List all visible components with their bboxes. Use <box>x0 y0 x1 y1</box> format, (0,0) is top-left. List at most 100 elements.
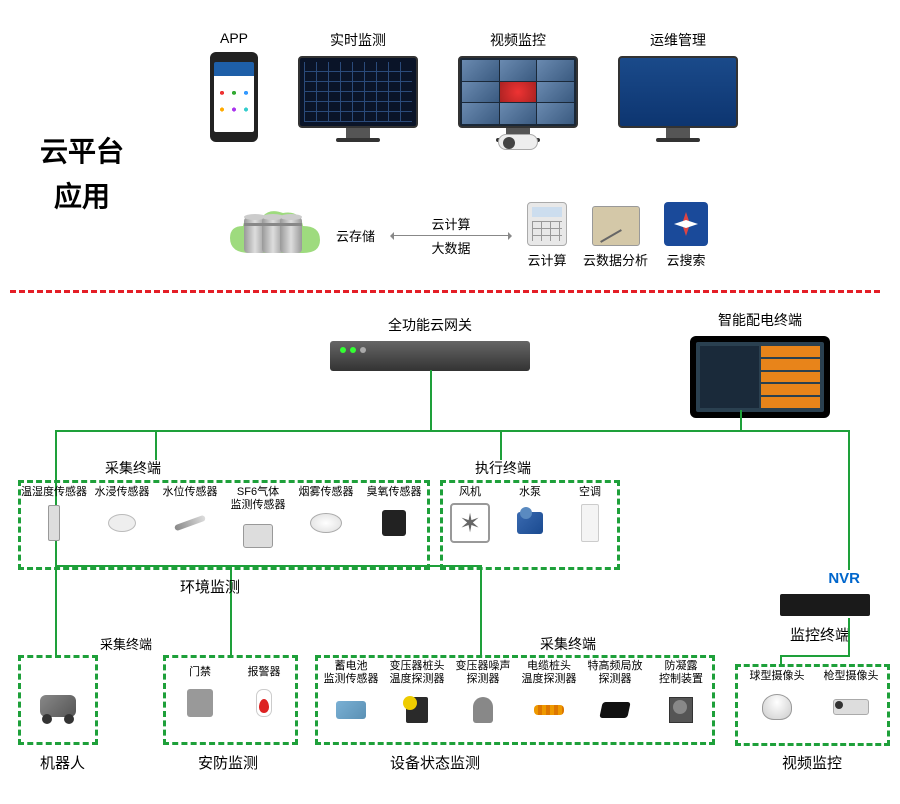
cloud-compute-row: 云存储 云计算 大数据 云计算 云数据分析 云搜索 <box>220 200 708 270</box>
cloud-compute: 云计算 <box>527 202 567 269</box>
status-noise: 变压器噪声 探测器 <box>450 660 516 730</box>
actuator-pump: 水泵 <box>500 486 560 543</box>
monitor-icon <box>298 56 418 146</box>
video-terminal-label: 监控终端 <box>790 624 850 645</box>
smart-terminal-icon <box>690 336 830 418</box>
video-monitor-device: 视频监控 <box>458 30 578 146</box>
realtime-label: 实时监测 <box>330 30 386 50</box>
uhf-icon <box>595 690 635 730</box>
alarm-icon <box>244 683 284 723</box>
security-alarm: 报警器 <box>232 666 296 723</box>
env-box-label: 采集终端 <box>105 458 161 478</box>
robot-icon <box>38 686 78 726</box>
actuator-fan: 风机 <box>440 486 500 543</box>
conn-line <box>780 655 850 657</box>
sensor-water-leak: 水浸传感器 <box>88 486 156 543</box>
sensor-smoke: 烟雾传感器 <box>292 486 360 543</box>
status-uhf: 特高频局放 探测器 <box>582 660 648 730</box>
conn-line <box>500 430 502 460</box>
camera-bullet: 枪型摄像头 <box>814 670 888 727</box>
ops-manage-device: 运维管理 <box>618 30 738 146</box>
temp-humid-icon <box>34 503 74 543</box>
gateway-label: 全功能云网关 <box>388 315 472 335</box>
camera-row: 球型摄像头 枪型摄像头 <box>740 670 888 727</box>
nvr-label: NVR <box>828 570 860 587</box>
status-transformer-temp: 变压器桩头 温度探测器 <box>384 660 450 730</box>
water-leak-icon <box>102 503 142 543</box>
status-anticond: 防凝露 控制装置 <box>648 660 714 730</box>
conn-line <box>848 480 850 570</box>
sensor-ozone: 臭氧传感器 <box>360 486 428 543</box>
anticond-icon <box>661 690 701 730</box>
conn-line <box>848 430 850 480</box>
smoke-icon <box>306 503 346 543</box>
robot-row <box>24 686 92 726</box>
conn-line <box>430 370 432 430</box>
tablet-icon <box>592 206 640 246</box>
video-section-label: 视频监控 <box>782 752 842 773</box>
status-box-label: 采集终端 <box>540 634 596 654</box>
sensor-temp-humid: 温湿度传感器 <box>20 486 88 543</box>
red-divider-line <box>10 290 880 293</box>
exec-box-label: 执行终端 <box>475 458 531 478</box>
bullet-camera-icon <box>831 687 871 727</box>
actuator-row: 风机 水泵 空调 <box>440 486 620 543</box>
cloud-storage-label: 云存储 <box>336 226 375 245</box>
sensor-water-level: 水位传感器 <box>156 486 224 543</box>
door-icon <box>180 683 220 723</box>
cloud-platform-title: 云平台 应用 <box>40 130 124 220</box>
compute-section: 云计算 云数据分析 云搜索 <box>527 202 708 269</box>
dome-camera-icon <box>757 687 797 727</box>
smart-terminal-section: 智能配电终端 <box>690 310 830 418</box>
pump-icon <box>510 503 550 543</box>
sensor-sf6: SF6气体 监测传感器 <box>224 486 292 556</box>
water-level-icon <box>170 503 210 543</box>
calculator-icon <box>527 202 567 246</box>
security-section-label: 安防监测 <box>198 752 258 773</box>
conn-line <box>848 618 850 656</box>
sf6-icon <box>238 516 278 556</box>
arrow-bottom-label: 大数据 <box>432 238 471 257</box>
transformer-icon <box>397 690 437 730</box>
compass-icon <box>664 202 708 246</box>
battery-icon <box>331 690 371 730</box>
phone-icon <box>210 52 258 142</box>
arrow-top-label: 云计算 <box>432 214 471 233</box>
cloud-storage: 云存储 <box>220 200 375 270</box>
robot-item <box>24 686 92 726</box>
robot-box-label: 采集终端 <box>100 634 152 653</box>
actuator-ac: 空调 <box>560 486 620 543</box>
gateway-section: 全功能云网关 <box>330 315 530 371</box>
ac-icon <box>570 503 610 543</box>
security-door: 门禁 <box>168 666 232 723</box>
nvr-icon <box>780 594 870 616</box>
status-cable-temp: 电缆桩头 温度探测器 <box>516 660 582 730</box>
status-row: 蓄电池 监测传感器 变压器桩头 温度探测器 变压器噪声 探测器 电缆桩头 温度探… <box>318 660 714 730</box>
gateway-device-icon <box>330 341 530 371</box>
cloud-search: 云搜索 <box>664 202 708 269</box>
realtime-monitor-device: 实时监测 <box>298 30 418 146</box>
video-label: 视频监控 <box>490 30 546 50</box>
conn-line <box>480 565 482 655</box>
robot-section-label: 机器人 <box>40 752 85 773</box>
camera-icon <box>498 134 538 150</box>
title-line1: 云平台 <box>40 130 124 175</box>
top-devices-row: APP 实时监测 视频监控 运维管理 <box>210 30 738 146</box>
app-device: APP <box>210 30 258 146</box>
cloud-analysis: 云数据分析 <box>583 206 648 269</box>
monitor-icon <box>458 56 578 146</box>
status-battery: 蓄电池 监测传感器 <box>318 660 384 730</box>
nvr-device <box>780 594 870 616</box>
bidirectional-arrow: 云计算 大数据 <box>391 214 511 257</box>
monitor-icon <box>618 56 738 146</box>
ozone-icon <box>374 503 414 543</box>
title-line2: 应用 <box>40 175 124 220</box>
noise-icon <box>463 690 503 730</box>
conn-line <box>740 410 742 430</box>
fan-icon <box>450 503 490 543</box>
status-section-label: 设备状态监测 <box>390 752 480 773</box>
cable-icon <box>529 690 569 730</box>
app-label: APP <box>220 30 248 46</box>
security-row: 门禁 报警器 <box>168 666 296 723</box>
storage-cylinders-icon <box>248 217 302 253</box>
